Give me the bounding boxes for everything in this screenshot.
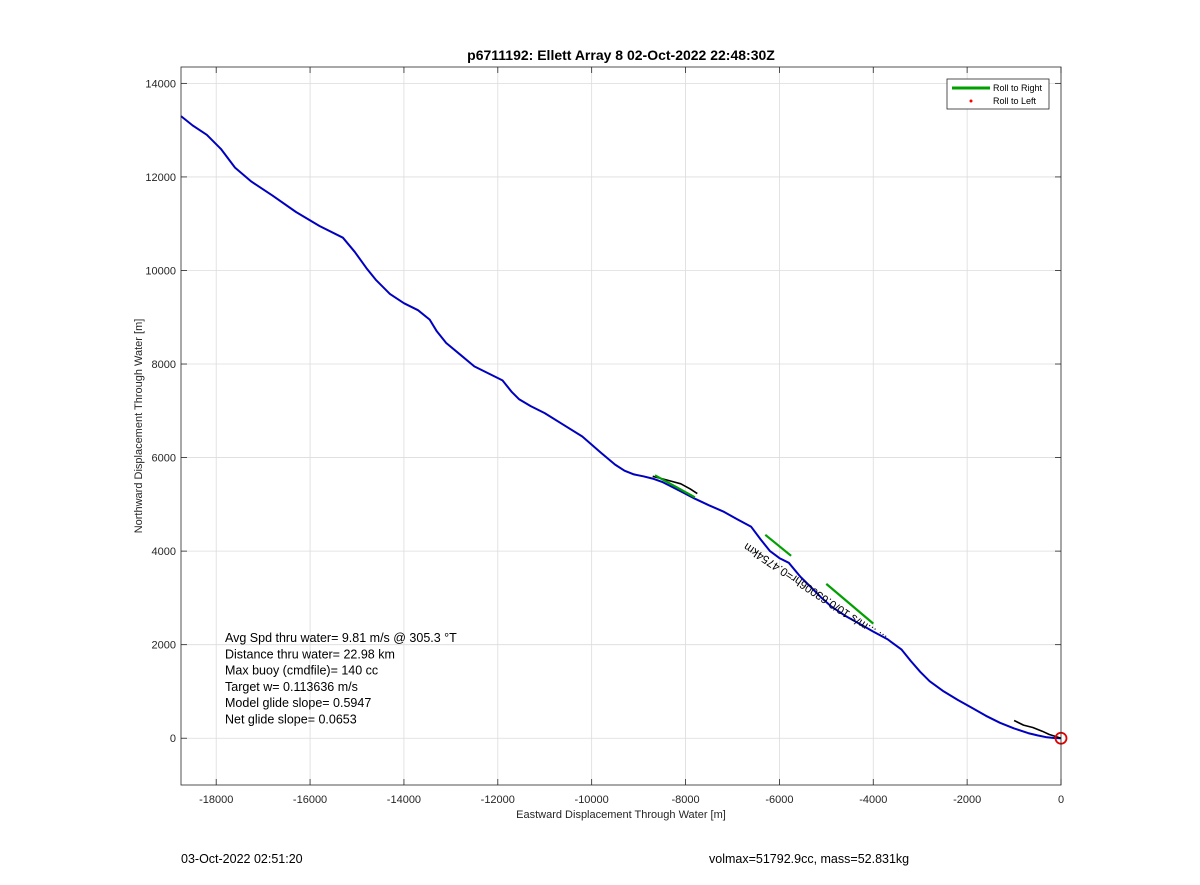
x-tick-label: -6000: [765, 794, 793, 806]
track-line: [180, 115, 1062, 740]
y-tick-label: 0: [170, 733, 176, 745]
x-axis-label: Eastward Displacement Through Water [m]: [516, 809, 726, 821]
roll-right-segment: [825, 583, 875, 625]
stats-line: Max buoy (cmdfile)= 140 cc: [225, 664, 378, 678]
chart-title: p6711192: Ellett Array 8 02-Oct-2022 22:…: [467, 47, 775, 63]
y-tick-label: 6000: [152, 453, 176, 465]
stats-line: Distance thru water= 22.98 km: [225, 647, 395, 661]
footer-summary: volmax=51792.9cc, mass=52.831kg: [709, 852, 910, 866]
legend-swatch-dot: [969, 99, 973, 103]
x-tick-label: -4000: [859, 794, 887, 806]
x-tick-label: -14000: [387, 794, 421, 806]
roll-right-segment: [764, 533, 792, 557]
y-tick-label: 12000: [145, 172, 176, 184]
legend-label: Roll to Right: [993, 83, 1043, 93]
stats-line: Target w= 0.113636 m/s: [225, 680, 358, 694]
stats-line: Model glide slope= 0.5947: [225, 696, 371, 710]
x-tick-label: -12000: [481, 794, 515, 806]
y-tick-label: 14000: [145, 78, 176, 90]
legend-box: [946, 78, 1050, 110]
legend[interactable]: Roll to Right Roll to Left: [946, 78, 1050, 110]
y-tick-label: 8000: [152, 359, 176, 371]
axis-ticks: -18000 -16000 -14000 -12000 -10000 -8000 -6000…: [145, 67, 1064, 806]
x-tick-label: 0: [1058, 794, 1064, 806]
stats-line: Net glide slope= 0.0653: [225, 713, 357, 727]
y-tick-label: 10000: [145, 265, 176, 277]
stats-line: Avg Spd thru water= 9.81 m/s @ 305.3 °T: [225, 631, 457, 645]
stats-annotation: Avg Spd thru water= 9.81 m/s @ 305.3 °T D…: [225, 631, 457, 727]
y-tick-label: 4000: [152, 546, 176, 558]
plot-frame: [180, 66, 1062, 786]
roll-right-segment: [654, 474, 696, 499]
y-tick-label: 2000: [152, 640, 176, 652]
x-tick-label: -10000: [575, 794, 609, 806]
legend-label: Roll to Left: [993, 96, 1037, 106]
x-tick-label: -18000: [199, 794, 233, 806]
x-tick-label: -2000: [953, 794, 981, 806]
y-axis-label: Northward Displacement Through Water [m]: [133, 319, 145, 534]
footer-timestamp: 03-Oct-2022 02:51:20: [181, 852, 303, 866]
x-tick-label: -8000: [671, 794, 699, 806]
x-tick-label: -16000: [293, 794, 327, 806]
